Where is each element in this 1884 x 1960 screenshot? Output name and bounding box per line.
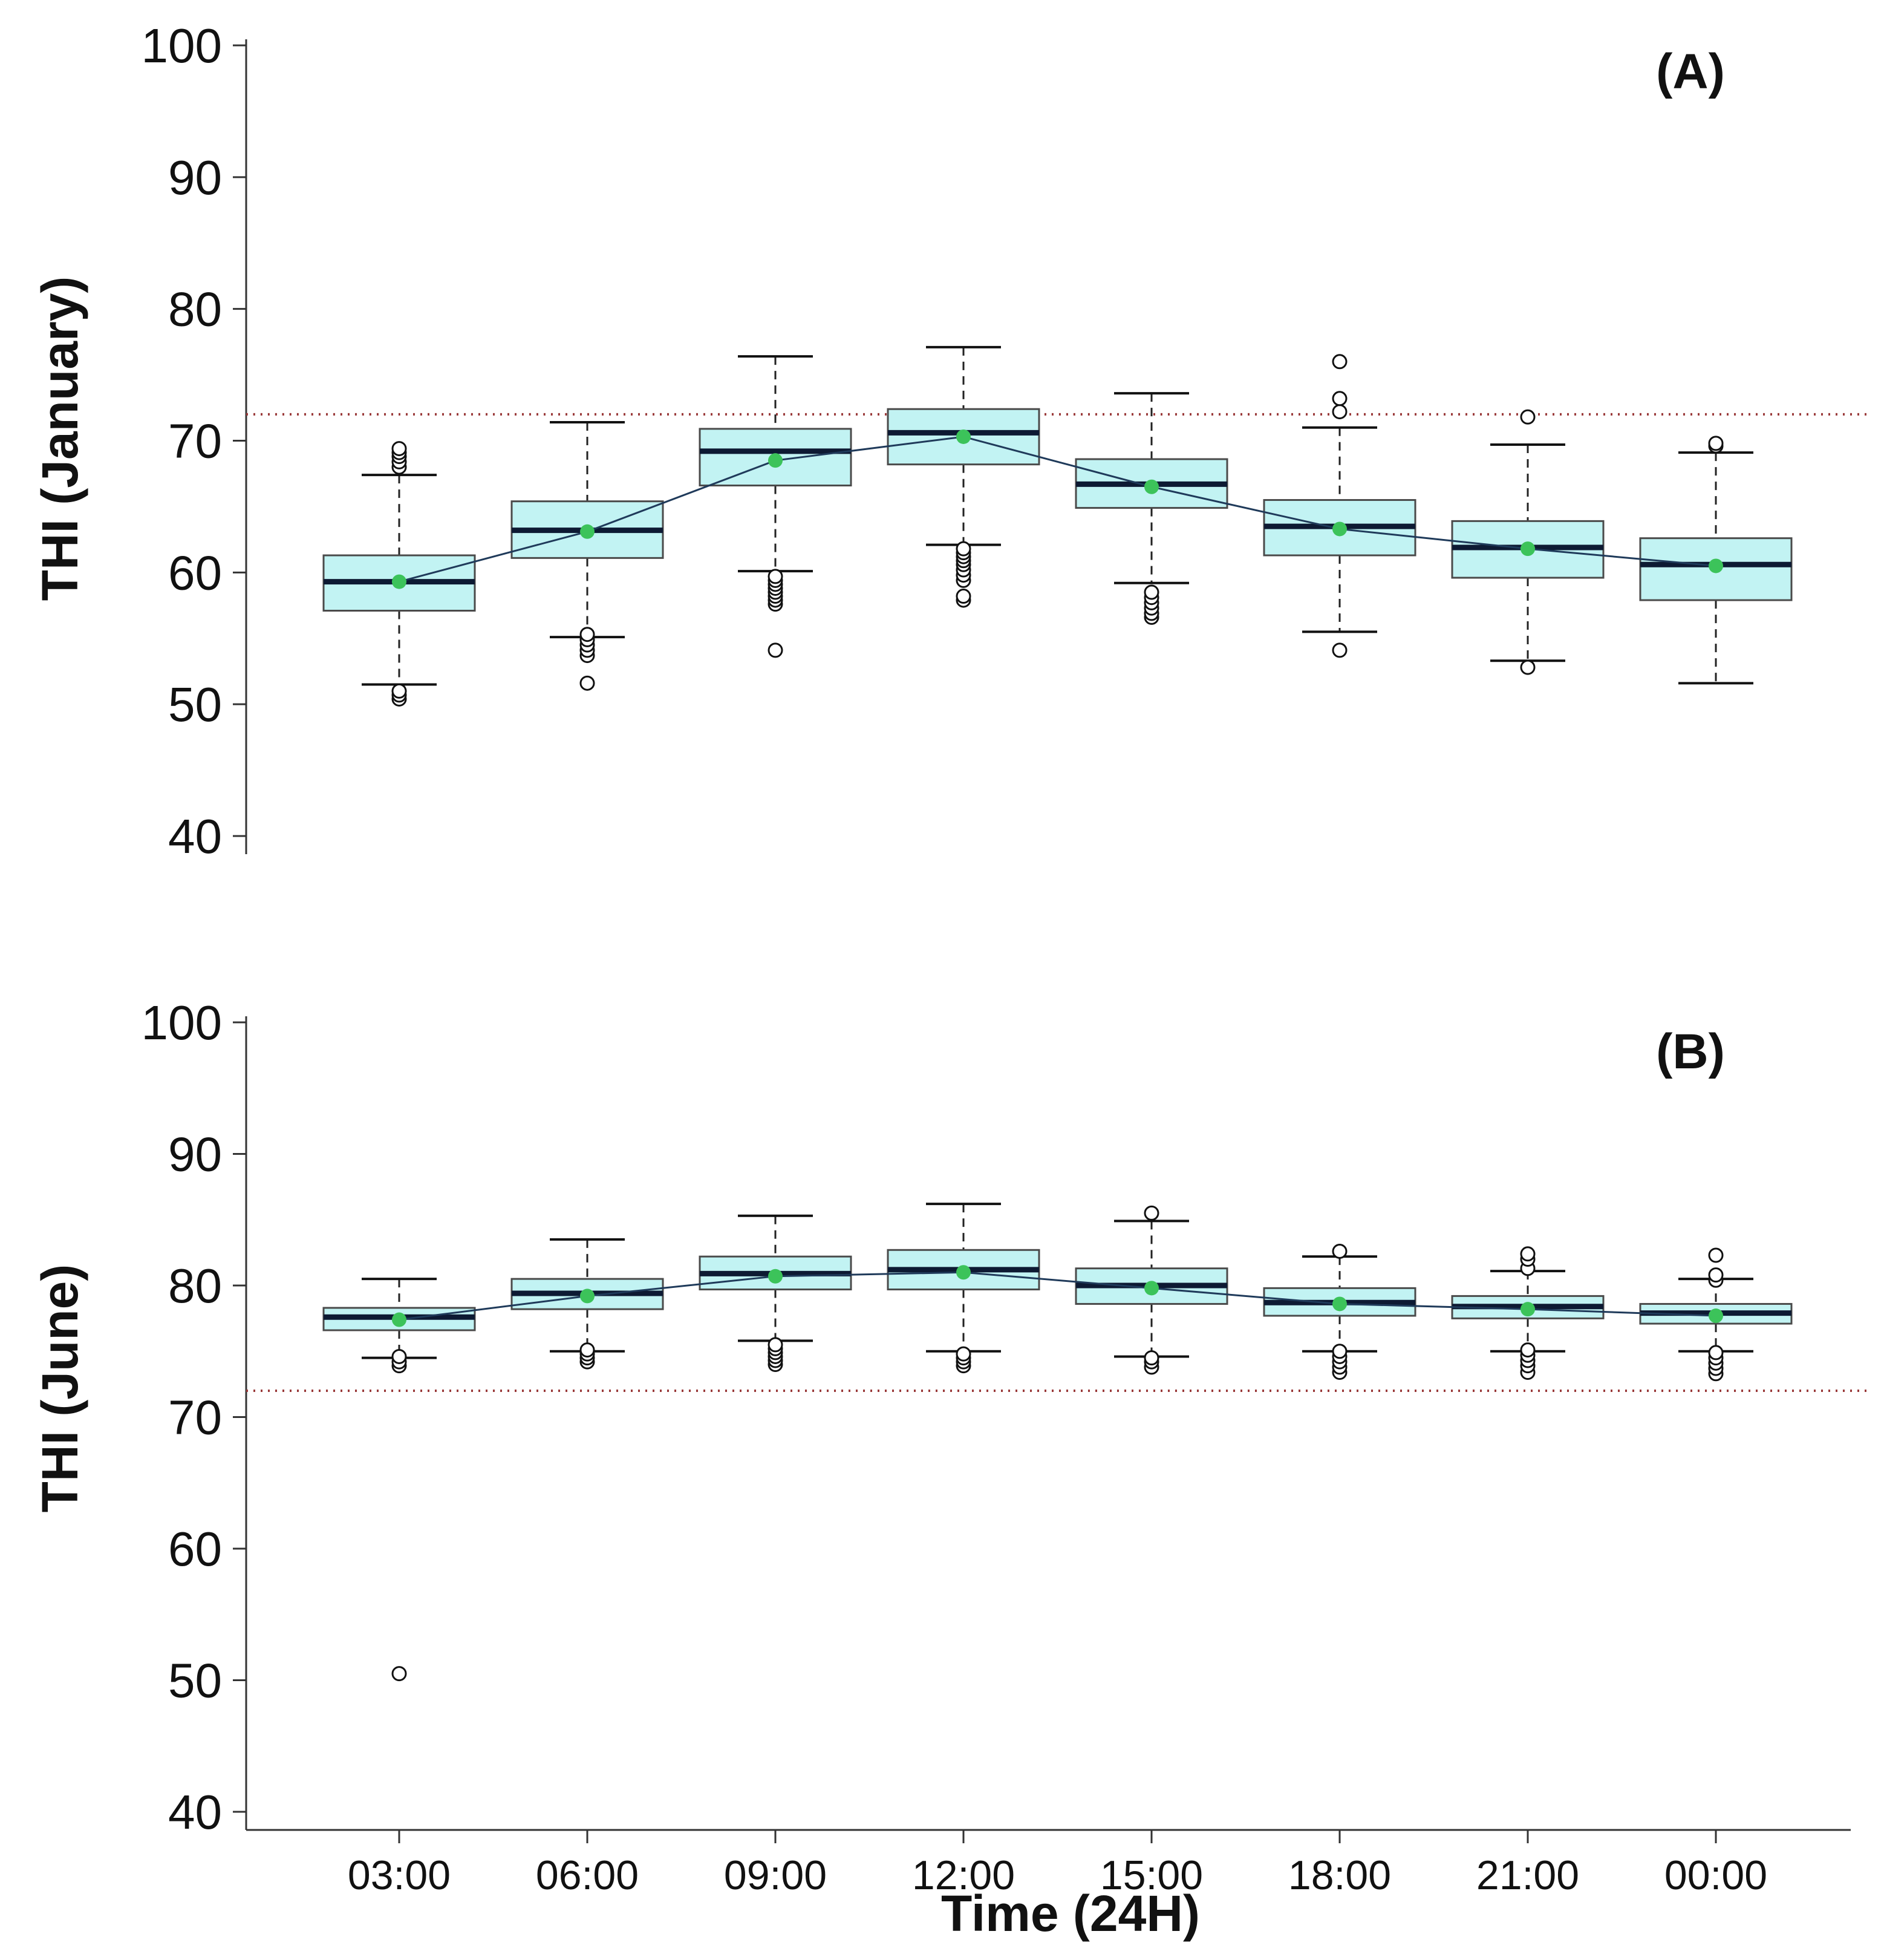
y-tick-label-b: 70: [168, 1391, 222, 1445]
box-1500-b: [1075, 1205, 1228, 1375]
outlier-point: [391, 441, 407, 457]
mean-point: [1332, 521, 1347, 537]
outlier-point: [768, 569, 783, 584]
y-tick-label-b: 100: [142, 996, 222, 1050]
mean-point: [392, 574, 406, 589]
box-0300-a: [322, 441, 476, 707]
mean-point: [1332, 1296, 1347, 1312]
outlier-point: [1332, 404, 1348, 420]
outlier-point: [1332, 1243, 1348, 1259]
box-0600-b: [510, 1238, 664, 1370]
box-1200-a: [887, 345, 1040, 608]
box-0900-a: [699, 355, 852, 658]
mean-point: [392, 1312, 406, 1327]
outlier-point: [579, 1342, 595, 1358]
outlier-point: [1708, 1345, 1724, 1361]
outlier-point: [1332, 642, 1348, 658]
box-1800-b: [1263, 1243, 1416, 1380]
mean-trend-line-a: [399, 436, 1716, 583]
y-tick-label-a: 50: [168, 678, 222, 731]
x-tick-label: 00:00: [1664, 1852, 1767, 1898]
outlier-point: [1520, 1342, 1536, 1358]
y-tick-label-a: 60: [168, 546, 222, 599]
outlier-point: [391, 1666, 407, 1682]
mean-point: [1709, 1308, 1723, 1324]
box-0900-b: [699, 1214, 852, 1372]
outlier-point: [956, 541, 971, 557]
panel-label-b: (B): [1656, 1024, 1725, 1079]
outlier-point: [391, 1348, 407, 1364]
x-tick-label: 06:00: [536, 1852, 639, 1898]
outlier-point: [1332, 1344, 1348, 1359]
outlier-point: [1520, 659, 1536, 675]
outlier-point: [1144, 584, 1159, 600]
x-tick-label: 09:00: [724, 1852, 827, 1898]
mean-point: [768, 1269, 783, 1284]
mean-point: [1144, 1281, 1159, 1296]
x-tick-label: 12:00: [912, 1852, 1015, 1898]
outlier-point: [579, 627, 595, 642]
y-axis-title-b: THI (June): [31, 1264, 88, 1513]
plot-area-a: 40 50 60 70 80 90 100: [142, 19, 1869, 863]
box-1800-a: [1263, 354, 1416, 658]
y-tick-label-a: 90: [168, 151, 222, 204]
outlier-point: [1520, 409, 1536, 425]
y-tick-label-a: 80: [168, 283, 222, 336]
box-0300-b: [322, 1278, 476, 1682]
outlier-point: [1144, 1350, 1159, 1366]
box-1500-a: [1075, 392, 1228, 625]
outlier-point: [579, 675, 595, 691]
plot-area-b: 40 50 60 70 80 90 100 03:00 06:00 09:00 12:00 15:00…: [142, 996, 1869, 1898]
outlier-point: [391, 683, 407, 699]
box-0600-a: [510, 421, 664, 691]
iqr-box: [1639, 537, 1793, 601]
box-1200-b: [887, 1203, 1040, 1374]
outlier-point: [1708, 1267, 1724, 1283]
outlier-point: [1332, 391, 1348, 407]
y-tick-label-a: 40: [168, 809, 222, 863]
panel-b: (B) THI (June) 40 50 60 70 80 90 100 03:00 06:00…: [31, 996, 1869, 1898]
mean-point: [956, 1265, 971, 1280]
outlier-point: [956, 589, 971, 604]
x-tick-label: 03:00: [348, 1852, 451, 1898]
outlier-point: [1520, 1246, 1536, 1262]
mean-trend-line-b: [399, 1271, 1716, 1321]
y-tick-label-b: 40: [168, 1785, 222, 1839]
box-0000-b: [1639, 1247, 1793, 1382]
mean-point: [768, 453, 783, 468]
panel-a: (A) THI (January) 40 50 60 70 80 90 100: [31, 19, 1869, 863]
mean-point: [1521, 1302, 1535, 1317]
y-tick-label-b: 80: [168, 1259, 222, 1313]
y-tick-label-b: 90: [168, 1128, 222, 1181]
mean-point: [956, 429, 971, 444]
mean-point: [580, 524, 595, 539]
box-2100-a: [1451, 409, 1605, 675]
panel-label-a: (A): [1656, 44, 1725, 99]
outlier-point: [1144, 1205, 1159, 1221]
x-tick-label: 21:00: [1476, 1852, 1579, 1898]
outlier-point: [1332, 354, 1348, 370]
mean-point: [580, 1289, 595, 1304]
y-tick-label-a: 70: [168, 414, 222, 468]
y-tick-label-a: 100: [142, 19, 222, 73]
outlier-point: [1708, 436, 1724, 451]
outlier-point: [956, 1346, 971, 1362]
x-axis-title: Time (24H): [941, 1885, 1200, 1942]
outlier-point: [1708, 1247, 1724, 1263]
outlier-point: [768, 642, 783, 658]
x-tick-label: 15:00: [1100, 1852, 1203, 1898]
box-0000-a: [1639, 436, 1793, 685]
mean-point: [1144, 479, 1159, 494]
outlier-point: [768, 1337, 783, 1353]
y-axis-title-a: THI (January): [31, 276, 88, 601]
x-tick-label: 18:00: [1288, 1852, 1391, 1898]
y-tick-label-b: 50: [168, 1654, 222, 1708]
mean-point: [1709, 558, 1723, 573]
y-tick-label-b: 60: [168, 1522, 222, 1576]
mean-point: [1521, 541, 1535, 557]
